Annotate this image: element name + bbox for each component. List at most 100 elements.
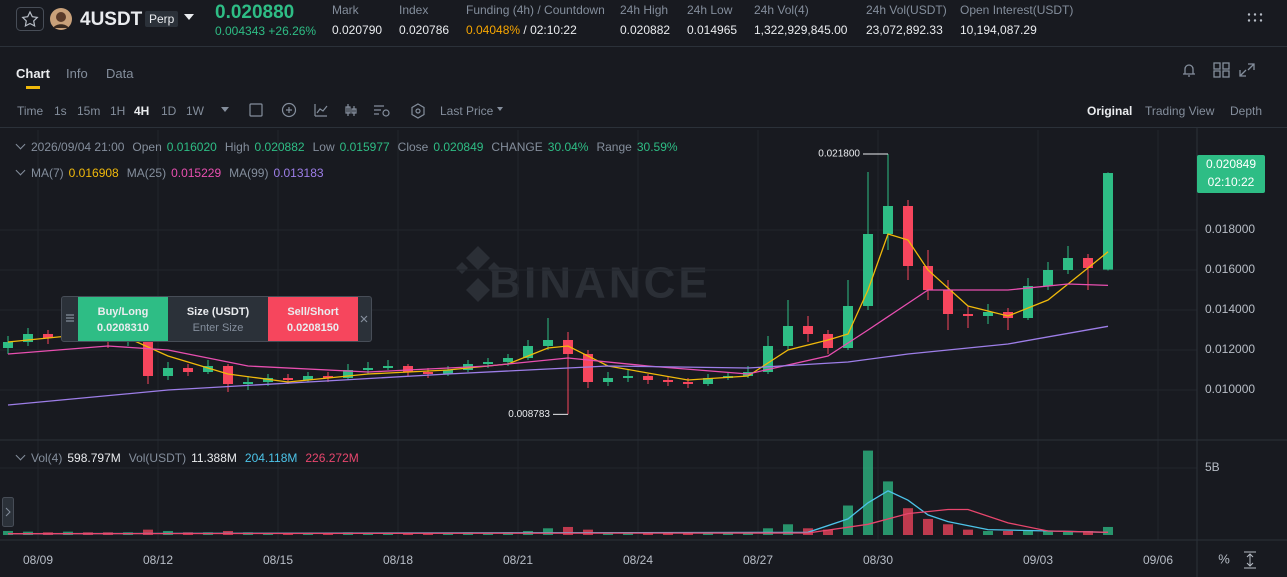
interval[interactable]: 1D [161, 104, 177, 118]
candle-body [963, 314, 973, 316]
ma-name: MA(7) [31, 166, 64, 180]
view-option[interactable]: Trading View [1145, 104, 1215, 118]
tab[interactable]: Chart [16, 66, 50, 81]
volume-bar [923, 518, 933, 535]
axis-scale-icon [1244, 551, 1256, 569]
fullscreen-icon[interactable] [1239, 63, 1255, 77]
volume-ma-value: 204.118M [244, 451, 298, 465]
calendar-icon[interactable] [249, 103, 263, 117]
x-tick-label: 08/27 [743, 553, 773, 567]
candle-body [183, 368, 193, 372]
size-input[interactable]: Size (USDT) Enter Size [168, 297, 268, 341]
stat-value-group: 0.014965 [687, 23, 737, 37]
layout-icon[interactable] [1213, 62, 1230, 78]
buy-button[interactable]: Buy/Long 0.0208310 [78, 297, 168, 341]
ohlc-legend: 2026/09/04 21:00 Open 0.016020 High 0.020882… [31, 140, 681, 154]
volume-bar [983, 530, 993, 535]
watermark: BINANCE [489, 259, 710, 308]
toolbar-icons [249, 102, 425, 119]
favorite-button[interactable] [16, 7, 44, 31]
indicator-icon[interactable] [281, 102, 297, 118]
volume-bar [563, 526, 573, 535]
volume-value: 598.797M [67, 451, 121, 465]
view-option[interactable]: Original [1087, 104, 1133, 118]
close-panel[interactable] [360, 315, 368, 323]
legend-label: CHANGE [491, 140, 543, 154]
last-price-tag [1197, 155, 1265, 194]
price-type[interactable]: Last Price [440, 104, 494, 118]
legend-label: Close [397, 140, 429, 154]
volume-name: Vol(USDT) [128, 451, 187, 465]
volume-bar [783, 524, 793, 535]
price-type-dropdown[interactable] [497, 107, 503, 111]
volume-bar [1043, 530, 1053, 535]
settings-icon[interactable] [374, 105, 384, 115]
more-menu[interactable] [1247, 13, 1263, 23]
candle-body [923, 266, 933, 290]
max-label: 0.021800 [818, 149, 860, 160]
x-tick-label: 08/24 [623, 553, 653, 567]
candle-body [1083, 258, 1093, 268]
template-icon[interactable] [411, 103, 425, 119]
interval[interactable]: 15m [77, 104, 101, 118]
stat-value-group: 10,194,087.29 [960, 23, 1037, 37]
interval[interactable]: 1H [110, 104, 126, 118]
stat-value-group: 0.020786 [399, 23, 449, 37]
volume-bar [443, 532, 453, 535]
volume-bar [423, 532, 433, 535]
candle-body [863, 234, 873, 306]
legend-label: Range [596, 140, 632, 154]
ma-value: 0.015229 [171, 166, 222, 180]
drag-handle[interactable] [65, 313, 75, 323]
alert-icon[interactable] [1183, 64, 1195, 77]
buy-label: Buy/Long [97, 306, 149, 318]
volume-legend: Vol(4) 598.797M Vol(USDT) 11.388M 204.118M 22… [31, 451, 362, 465]
collapse-toggle[interactable] [2, 497, 14, 527]
tab[interactable]: Info [66, 66, 88, 81]
candle-body [263, 378, 273, 382]
legend-value: 0.015977 [339, 140, 390, 154]
y-tick-label: 0.010000 [1205, 382, 1255, 396]
candle-body [383, 366, 393, 368]
countdown: 02:10:22 [1208, 175, 1255, 189]
tab[interactable]: Data [106, 66, 134, 81]
x-tick-label: 09/03 [1023, 553, 1053, 567]
interval[interactable]: 4H [134, 104, 150, 118]
candle-body [783, 326, 793, 346]
volume-bar [1023, 530, 1033, 535]
candle-icon[interactable] [345, 104, 357, 116]
symbol[interactable]: 4USDT [80, 9, 143, 30]
legend-label: Open [132, 140, 162, 154]
candle-body [323, 376, 333, 378]
legend-time: 2026/09/04 21:00 [31, 140, 125, 154]
interval-dropdown[interactable] [221, 107, 229, 112]
symbol-dropdown[interactable] [183, 13, 195, 21]
volume-bar [1103, 526, 1113, 535]
legend-label: High [224, 140, 250, 154]
size-placeholder: Enter Size [192, 322, 244, 334]
volume-bar [863, 450, 873, 535]
stat-label: Funding (4h) / Countdown [466, 3, 605, 17]
legend-value: 0.016020 [166, 140, 217, 154]
candle-body [143, 338, 153, 376]
candle-body [1003, 312, 1013, 318]
interval[interactable]: 1s [54, 104, 67, 118]
volume-tick-label: 5B [1205, 460, 1220, 474]
countdown: 02:10:22 [530, 23, 577, 37]
volume-bar [823, 529, 833, 535]
sell-button[interactable]: Sell/Short 0.0208150 [268, 297, 358, 341]
volume-name: Vol(4) [31, 451, 63, 465]
candle-body [3, 342, 13, 348]
interval[interactable]: 1W [186, 104, 204, 118]
interval[interactable]: Time [17, 104, 44, 118]
candle-body [883, 206, 893, 234]
stat-value-group: 0.020882 [620, 23, 670, 37]
volume-bar [843, 505, 853, 535]
candle-body [763, 346, 773, 372]
candle-body [643, 376, 653, 380]
x-tick-label: 08/12 [143, 553, 173, 567]
view-option[interactable]: Depth [1230, 104, 1263, 118]
chart-type-icon[interactable] [314, 104, 328, 117]
